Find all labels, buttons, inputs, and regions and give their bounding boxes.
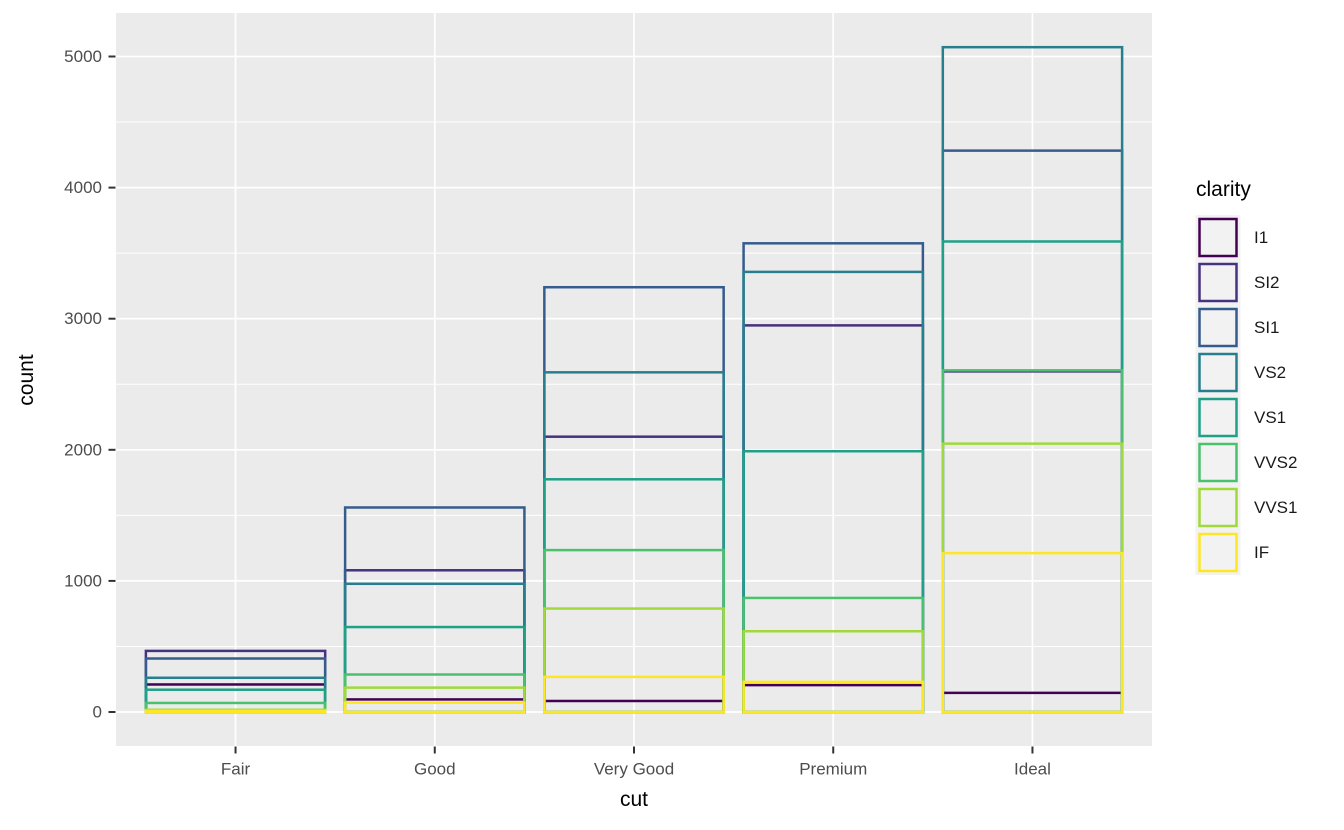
legend-label: I1 — [1254, 228, 1268, 247]
x-axis-title: cut — [619, 788, 649, 811]
x-tick-label: Very Good — [594, 760, 674, 779]
bar-outline-if-ideal — [941, 551, 1124, 714]
legend-key-swatch — [1198, 532, 1238, 573]
legend-key-swatch — [1198, 262, 1238, 303]
y-tick-label: 2000 — [64, 440, 102, 459]
legend-label: SI1 — [1254, 318, 1280, 337]
legend-label: VVS1 — [1254, 498, 1297, 517]
legend-key-swatch — [1198, 217, 1238, 258]
legend-key-swatch — [1198, 487, 1238, 528]
legend-key — [1195, 485, 1241, 530]
y-axis-title: count — [15, 354, 38, 406]
x-tick-label: Premium — [799, 760, 867, 779]
bar-outline-if-fair — [144, 709, 327, 714]
y-tick-label: 5000 — [64, 47, 102, 66]
y-tick-label: 3000 — [64, 309, 102, 328]
y-tick-label: 1000 — [64, 571, 102, 590]
legend-label: SI2 — [1254, 273, 1280, 292]
legend-title: clarity — [1196, 178, 1251, 201]
legend-key — [1195, 305, 1241, 350]
legend-key — [1195, 350, 1241, 395]
x-tick-label: Ideal — [1014, 760, 1051, 779]
legend-key — [1195, 440, 1241, 485]
bar-outline-if-good — [343, 701, 526, 714]
legend-label: IF — [1254, 543, 1269, 562]
legend-label: VVS2 — [1254, 453, 1297, 472]
legend-key — [1195, 395, 1241, 440]
y-tick-label: 4000 — [64, 178, 102, 197]
legend-label: VS1 — [1254, 408, 1286, 427]
legend-key — [1195, 530, 1241, 575]
legend-key-swatch — [1198, 307, 1238, 348]
x-tick-label: Fair — [221, 760, 251, 779]
legend-label: VS2 — [1254, 363, 1286, 382]
legend-key — [1195, 260, 1241, 305]
bar-outline-if-premium — [742, 680, 925, 714]
legend-key — [1195, 215, 1241, 260]
legend-key-swatch — [1198, 352, 1238, 393]
legend-key-swatch — [1198, 442, 1238, 483]
bar-outline-if-very-good — [543, 675, 725, 714]
x-tick-label: Good — [414, 760, 456, 779]
y-tick-label: 0 — [93, 703, 102, 722]
legend-key-swatch — [1198, 397, 1238, 438]
